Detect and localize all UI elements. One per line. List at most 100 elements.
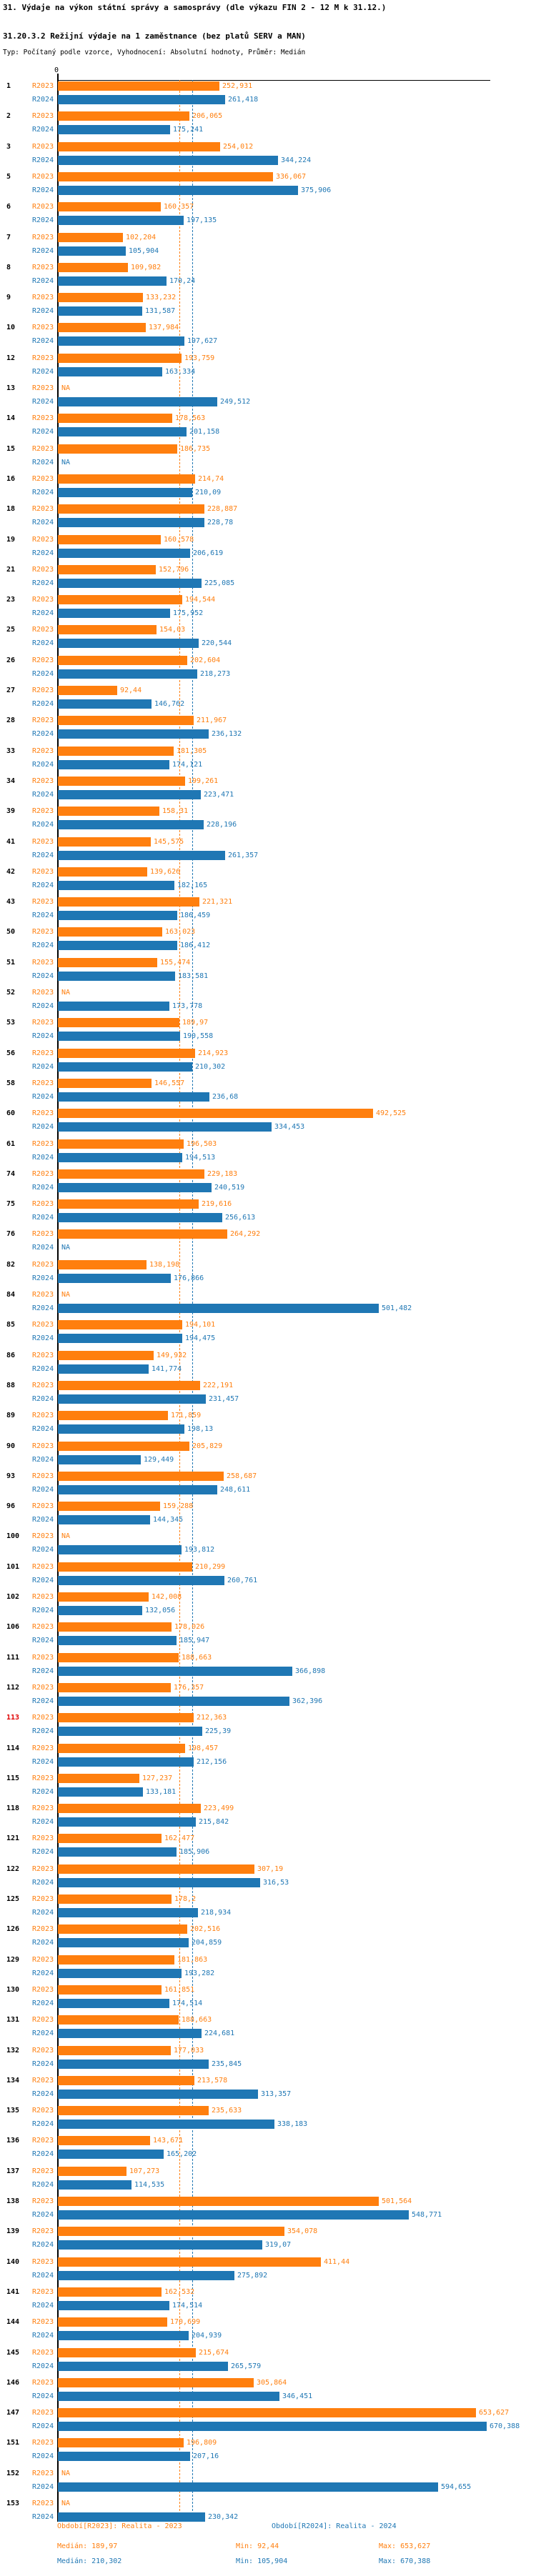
value-label: 670,388 xyxy=(490,2422,520,2431)
value-label: 144,345 xyxy=(153,1516,184,1524)
series-label: R2024 xyxy=(32,1999,54,2007)
value-bar xyxy=(58,2438,184,2448)
value-bar xyxy=(58,2166,126,2176)
value-bar xyxy=(58,276,167,286)
series-label: R2024 xyxy=(32,2060,54,2068)
value-bar xyxy=(58,1259,147,1269)
chart-row-group: 7 R2023 102,204 R2024 105,904 xyxy=(0,232,536,256)
chart-row-group: 43 R2023 221,321 R2024 186,459 xyxy=(0,897,536,921)
stat-max-r2023: Max: 653,627 xyxy=(379,2542,431,2550)
value-label: 182,165 xyxy=(177,881,208,889)
na-label: NA xyxy=(61,2469,71,2477)
series-label: R2024 xyxy=(32,1153,54,1162)
value-label: 198,457 xyxy=(188,1744,219,1752)
value-label: 142,008 xyxy=(152,1593,182,1601)
series-label: R2024 xyxy=(32,639,54,648)
value-bar xyxy=(58,789,201,799)
value-label: 235,633 xyxy=(212,2107,242,2115)
series-label: R2024 xyxy=(32,2120,54,2129)
value-label: 152,796 xyxy=(159,565,189,574)
value-label: 194,475 xyxy=(185,1334,216,1343)
series-label: R2023 xyxy=(32,928,54,937)
row-id-label: 86 xyxy=(6,1351,16,1359)
value-bar xyxy=(58,2422,487,2432)
value-label: 193,282 xyxy=(184,1969,215,1977)
series-label: R2023 xyxy=(32,2257,54,2266)
chart-row-group: 86 R2023 149,932 R2024 141,774 xyxy=(0,1350,536,1374)
value-bar xyxy=(58,2512,205,2522)
series-label: R2023 xyxy=(32,777,54,785)
value-label: 194,101 xyxy=(185,1321,216,1329)
series-label: R2024 xyxy=(32,669,54,678)
value-bar xyxy=(58,306,142,316)
value-bar xyxy=(58,1606,142,1615)
series-label: R2024 xyxy=(32,2241,54,2250)
chart-row-group: 53 R2023 189,97 R2024 190,558 xyxy=(0,1018,536,1042)
value-bar xyxy=(58,2015,179,2025)
series-label: R2024 xyxy=(32,1485,54,1494)
chart-row-group: 151 R2023 196,809 R2024 207,16 xyxy=(0,2438,536,2462)
series-label: R2024 xyxy=(32,2332,54,2340)
value-bar xyxy=(58,1109,373,1119)
series-label: R2023 xyxy=(32,1562,54,1571)
value-bar xyxy=(58,2045,171,2055)
value-label: 163,023 xyxy=(165,928,196,937)
value-bar xyxy=(58,957,157,967)
value-bar xyxy=(58,897,199,907)
value-label: 177,033 xyxy=(174,2046,204,2055)
series-label: R2024 xyxy=(32,1425,54,1434)
chart-row-group: 9 R2023 133,232 R2024 131,587 xyxy=(0,293,536,316)
value-bar xyxy=(58,1484,217,1494)
chart-row-group: 82 R2023 138,198 R2024 176,866 xyxy=(0,1259,536,1283)
value-bar xyxy=(58,625,157,635)
series-label: R2024 xyxy=(32,2301,54,2310)
row-id-label: 151 xyxy=(6,2439,20,2447)
series-label: R2024 xyxy=(32,1697,54,1705)
value-label: 220,544 xyxy=(202,639,232,648)
series-label: R2024 xyxy=(32,851,54,859)
chart-row-group: 75 R2023 219,616 R2024 256,613 xyxy=(0,1199,536,1223)
chart-row-group: 96 R2023 159,288 R2024 144,345 xyxy=(0,1502,536,1525)
row-id-label: 113 xyxy=(6,1714,20,1722)
row-id-label: 118 xyxy=(6,1804,20,1813)
value-bar xyxy=(58,171,273,181)
value-bar xyxy=(58,639,199,649)
series-label: R2023 xyxy=(32,172,54,181)
row-id-label: 93 xyxy=(6,1472,16,1480)
value-label: 316,53 xyxy=(263,1878,289,1887)
value-bar xyxy=(58,95,225,104)
value-bar xyxy=(58,1622,172,1632)
value-bar xyxy=(58,1727,202,1737)
value-bar xyxy=(58,2136,150,2146)
value-bar xyxy=(58,2452,190,2462)
series-label: R2024 xyxy=(32,1607,54,1614)
value-bar xyxy=(58,2331,189,2341)
value-label: 165,202 xyxy=(167,2150,197,2159)
value-label: 214,74 xyxy=(198,474,224,483)
series-label: R2024 xyxy=(32,2180,54,2189)
chart-row-group: 26 R2023 202,604 R2024 218,273 xyxy=(0,655,536,679)
row-id-label: 53 xyxy=(6,1019,16,1027)
value-bar xyxy=(58,2197,379,2206)
series-label: R2023 xyxy=(32,2318,54,2327)
chart-row-group: 52 R2023 NA R2024 173,778 xyxy=(0,988,536,1011)
series-label: R2024 xyxy=(32,1214,54,1222)
value-label: 225,39 xyxy=(205,1727,232,1736)
value-label: 139,626 xyxy=(150,867,181,876)
series-label: R2024 xyxy=(32,881,54,889)
value-label: 265,579 xyxy=(231,2362,262,2370)
series-label: R2024 xyxy=(32,398,54,406)
row-id-label: 102 xyxy=(6,1593,20,1601)
value-bar xyxy=(58,397,217,406)
series-label: R2024 xyxy=(32,2211,54,2219)
series-label: R2023 xyxy=(32,958,54,967)
value-label: 212,156 xyxy=(197,1757,227,1766)
series-label: R2024 xyxy=(32,1757,54,1766)
value-bar xyxy=(58,1924,187,1935)
row-id-label: 1 xyxy=(6,82,11,90)
value-bar xyxy=(58,1515,150,1525)
value-label: 170,24 xyxy=(169,276,196,285)
value-label: 183,581 xyxy=(178,972,209,980)
series-label: R2023 xyxy=(32,1200,54,1209)
value-label: 181,863 xyxy=(177,1955,208,1964)
